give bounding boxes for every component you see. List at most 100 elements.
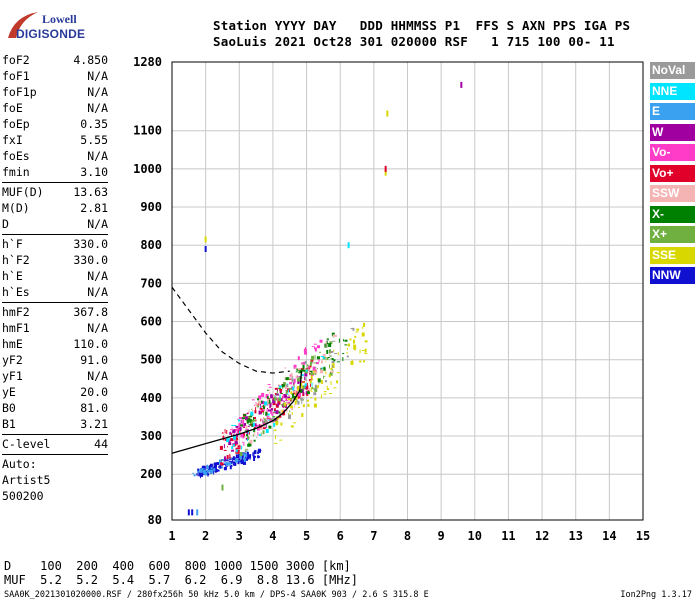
echo-point-nnw: [198, 472, 201, 477]
echo-point-nnw: [227, 460, 230, 462]
echo-point-ssw: [255, 402, 258, 407]
muf-values-row: MUF 5.2 5.2 5.4 5.7 6.2 6.9 8.8 13.6 [MH…: [4, 573, 359, 587]
echo-point-nne: [347, 242, 350, 249]
divider: [2, 434, 108, 435]
echo-point-sse: [359, 349, 361, 354]
echo-point-nnw: [219, 466, 223, 468]
echo-point-vo-: [226, 446, 228, 448]
echo-point-nnw: [235, 454, 239, 459]
echo-point-x-: [292, 394, 295, 399]
param-value: 0.35: [80, 117, 108, 131]
echo-point-e: [218, 459, 222, 464]
echo-point-vo-: [248, 431, 250, 435]
echo-point-vo-: [309, 365, 312, 368]
echo-point-sse: [310, 387, 312, 392]
echo-point-w: [304, 387, 307, 389]
echo-point-ssw: [294, 367, 297, 369]
echo-point-sse: [330, 381, 332, 386]
echo-point-e: [213, 468, 216, 472]
echo-point-vo-: [289, 378, 292, 380]
echo-point-nnw: [195, 473, 198, 475]
echo-point-sse: [362, 326, 364, 329]
param-value: 20.0: [80, 385, 108, 399]
echo-point-w: [269, 406, 271, 408]
echo-point-sse: [295, 391, 297, 396]
echo-point-ssw: [290, 373, 293, 378]
echo-point-sse: [361, 349, 365, 351]
echo-point-x-: [295, 371, 298, 373]
echo-point-ssw: [254, 431, 256, 435]
echo-point-vo-: [243, 441, 245, 446]
legend-item-nne: NNE: [650, 82, 695, 100]
echo-point-vo-: [231, 432, 233, 436]
param-name: D: [2, 217, 9, 231]
echo-point-x-: [315, 373, 317, 375]
y-tick-label: 80: [148, 513, 162, 527]
echo-point-x-: [302, 363, 304, 365]
echo-point-ssw: [269, 391, 271, 394]
echo-point-nnw: [213, 470, 215, 475]
echo-point-w: [245, 416, 249, 421]
echo-point-ssw: [291, 408, 294, 411]
echo-point-x-: [278, 411, 280, 414]
echo-point-sse: [333, 349, 335, 352]
echo-point-nnw: [211, 464, 213, 469]
echo-point-nnw: [252, 455, 256, 458]
param-row: h`E N/A: [2, 268, 108, 284]
echo-point-vo-: [232, 439, 235, 441]
echo-point-sse: [354, 335, 357, 338]
echo-point-ssw: [293, 390, 297, 393]
echo-point-w: [229, 439, 231, 442]
echo-point-x-: [251, 408, 253, 410]
echo-point-vo-: [236, 437, 239, 441]
x-tick-label: 8: [404, 529, 411, 543]
echo-point-w: [233, 429, 236, 433]
echo-point-x-: [282, 402, 284, 407]
echo-point-x-: [293, 384, 295, 388]
param-value: 367.8: [73, 305, 108, 319]
echo-point-sse: [326, 385, 328, 389]
echo-point-w: [247, 425, 250, 427]
echo-point-e: [196, 470, 199, 473]
echo-point-noval: [332, 365, 334, 369]
echo-point-nnw: [205, 470, 208, 474]
echo-point-noval: [318, 381, 320, 384]
echo-point-w: [304, 376, 306, 380]
echo-point-e: [227, 462, 231, 466]
echo-point-x-: [319, 351, 322, 353]
x-tick-label: 14: [602, 529, 616, 543]
echo-point-x-: [267, 399, 271, 404]
echo-point-sse: [287, 403, 290, 405]
echo-point-x-: [267, 396, 269, 401]
echo-point-sse: [336, 380, 339, 384]
echo-point-x-: [343, 339, 345, 342]
echo-point-vo-: [255, 407, 257, 412]
echo-point-nnw: [246, 452, 249, 457]
echo-point-x-: [296, 377, 300, 382]
param-name: fmin: [2, 165, 30, 179]
echo-point-vo-: [220, 462, 224, 466]
echo-point-nne: [241, 445, 243, 450]
echo-point-w: [234, 440, 238, 444]
echo-point-x-: [250, 420, 253, 422]
x-tick-label: 12: [535, 529, 549, 543]
echo-point-noval: [288, 415, 292, 420]
echo-point-nne: [233, 444, 236, 447]
params-group-virtual-heights: h`F 330.0 h`F2 330.0 h`E N/A h`Es N/A: [2, 236, 108, 300]
echo-point-ssw: [245, 449, 249, 451]
echo-point-x-: [312, 388, 315, 390]
echo-point-e: [192, 472, 195, 474]
echo-point-w: [283, 394, 287, 396]
echo-point-nnw: [200, 474, 202, 479]
echo-point-ssw: [285, 387, 287, 389]
echo-point-x-: [328, 364, 330, 369]
y-tick-label: 400: [140, 391, 162, 405]
echo-point-x-: [281, 384, 285, 388]
echo-point-noval: [264, 420, 268, 425]
echo-point-ssw: [266, 398, 269, 403]
echo-point-x-: [324, 343, 328, 348]
echo-point-sse: [359, 360, 362, 363]
echo-point-sse: [355, 331, 359, 333]
echo-point-nnw: [241, 457, 245, 461]
param-row: hmF2 367.8: [2, 304, 108, 320]
